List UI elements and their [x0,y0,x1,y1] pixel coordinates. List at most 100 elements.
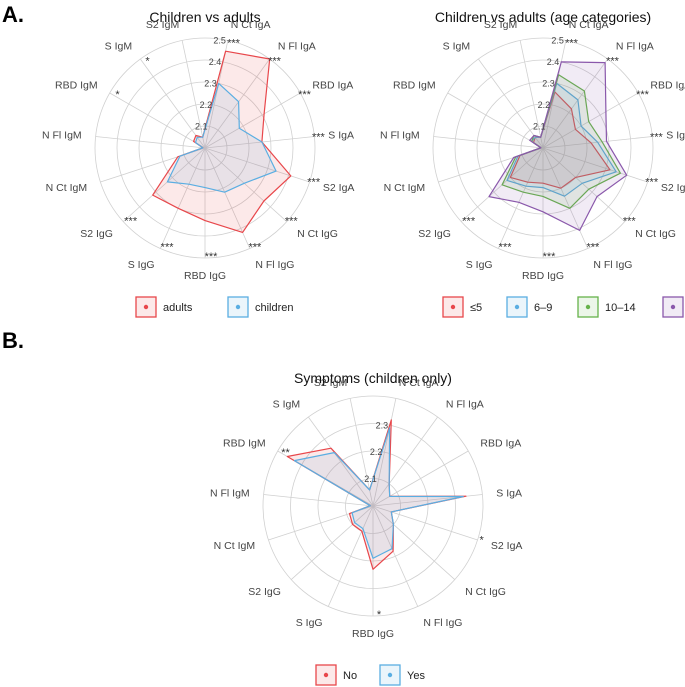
significance-marker: *** [462,215,476,227]
axis-label: N Ct IgA [399,377,439,389]
axis-label: N Fl IgG [593,259,632,271]
axis-label: N Fl IgM [42,130,82,142]
legend-label: No [343,670,357,682]
grid-spoke [372,450,469,507]
axis-label: RBD IgG [352,628,394,640]
significance-marker: *** [565,37,579,49]
grid-spoke [263,494,374,507]
significance-marker: *** [543,251,557,263]
series-polygon-≥15 [488,61,628,231]
significance-marker: *** [307,176,321,188]
grid-spoke [478,58,544,149]
axis-label: N Ct IgA [231,19,271,31]
series-polygon-6–9 [506,82,617,197]
axis-label: S IgG [296,617,323,629]
axis-label: S2 IgA [491,540,523,552]
legend-label: 6–9 [534,302,552,314]
axis-label: N Ct IgG [635,228,676,240]
grid-spoke [372,505,478,541]
legend-dot-adults [143,304,149,310]
axis-label: S IgG [466,259,493,271]
significance-marker: *** [499,242,513,254]
significance-marker: *** [586,242,600,254]
grid-spoke [95,136,206,149]
axis-label: N Ct IgM [214,540,255,552]
significance-marker: *** [227,37,241,49]
significance-marker: *** [268,56,282,68]
significance-marker: *** [298,89,312,101]
tick-label: 2.4 [209,57,222,67]
legend-dot-10–14 [585,304,591,310]
grid-spoke [290,505,374,580]
significance-marker: *** [606,56,620,68]
series-polygon-Yes [293,427,464,559]
axis-label: N Fl IgM [210,488,250,500]
significance-marker: * [115,89,120,101]
legend-label: children [255,302,294,314]
legend-label: 10–14 [605,302,636,314]
axis-label: S IgM [273,398,300,410]
significance-marker: *** [161,242,175,254]
panel-letter-b: B. [2,328,24,353]
axis-label: RBD IgM [393,80,436,92]
axis-label: RBD IgA [480,438,521,450]
axis-label: N Fl IgA [446,398,484,410]
tick-label: 2.4 [547,57,560,67]
tick-label: 2.3 [204,78,217,88]
legend-label: ≤5 [470,302,482,314]
grid-spoke [497,147,544,249]
grid-spoke [372,398,397,507]
significance-marker: ** [281,447,290,459]
grid-spoke [372,505,456,580]
tick-label: 2.5 [213,35,226,45]
grid-spoke [140,58,206,149]
chart-title: Children vs adults [149,9,260,25]
grid-spoke [372,505,419,607]
tick-label: 2.1 [195,121,208,131]
grid-spoke [372,416,438,507]
grid-spoke [204,92,301,149]
tick-label: 2.3 [376,420,389,430]
axis-label: N Fl IgM [380,130,420,142]
grid-spoke [542,147,626,222]
axis-label: N Fl IgG [255,259,294,271]
axis-label: RBD IgG [184,270,226,282]
significance-marker: *** [636,89,650,101]
significance-marker: * [145,56,150,68]
axis-label: S IgA [496,488,522,500]
axis-label: RBD IgG [522,270,564,282]
grid-spoke [447,92,544,149]
grid-spoke [433,136,544,149]
significance-marker: *** [623,215,637,227]
panel-letter-a: A. [2,2,24,27]
grid-spoke [122,147,206,222]
axis-label: S2 IgG [80,228,113,240]
grid-spoke [204,147,310,183]
series-polygon-≤5 [509,91,611,189]
significance-marker: * [480,534,485,546]
axis-label: N Ct IgM [46,182,87,194]
radar-chart-children-vs-adults: Children vs adults 2.1 2.2 2.3 2.4 2.5 N Ct I… [42,9,354,318]
significance-marker: *** [650,132,664,144]
axis-label: N Ct IgM [384,182,425,194]
axis-label: N Ct IgG [297,228,338,240]
legend-label: Yes [407,670,425,682]
grid-spoke [542,147,648,183]
radar-chart-age-categories: Children vs adults (age categories) 2.1 2… [380,9,685,318]
legend-dot-No [323,672,329,678]
grid-spoke [542,92,639,149]
radar-chart-symptoms: Symptoms (children only) 2.1 2.2 2.3 N Ct I… [210,370,523,686]
grid-spoke [159,147,206,249]
axis-label: S IgM [443,40,470,52]
chart-title: Children vs adults (age categories) [435,9,651,25]
axis-label: S2 IgG [418,228,451,240]
axis-label: S IgA [666,130,685,142]
series-polygon-10–14 [501,74,622,209]
axis-label: N Ct IgA [569,19,609,31]
legend-dot-≥15 [670,304,676,310]
legend-label: adults [163,302,193,314]
axis-label: N Ct IgG [465,586,506,598]
grid-spoke [204,136,315,149]
grid-spoke [308,416,374,507]
